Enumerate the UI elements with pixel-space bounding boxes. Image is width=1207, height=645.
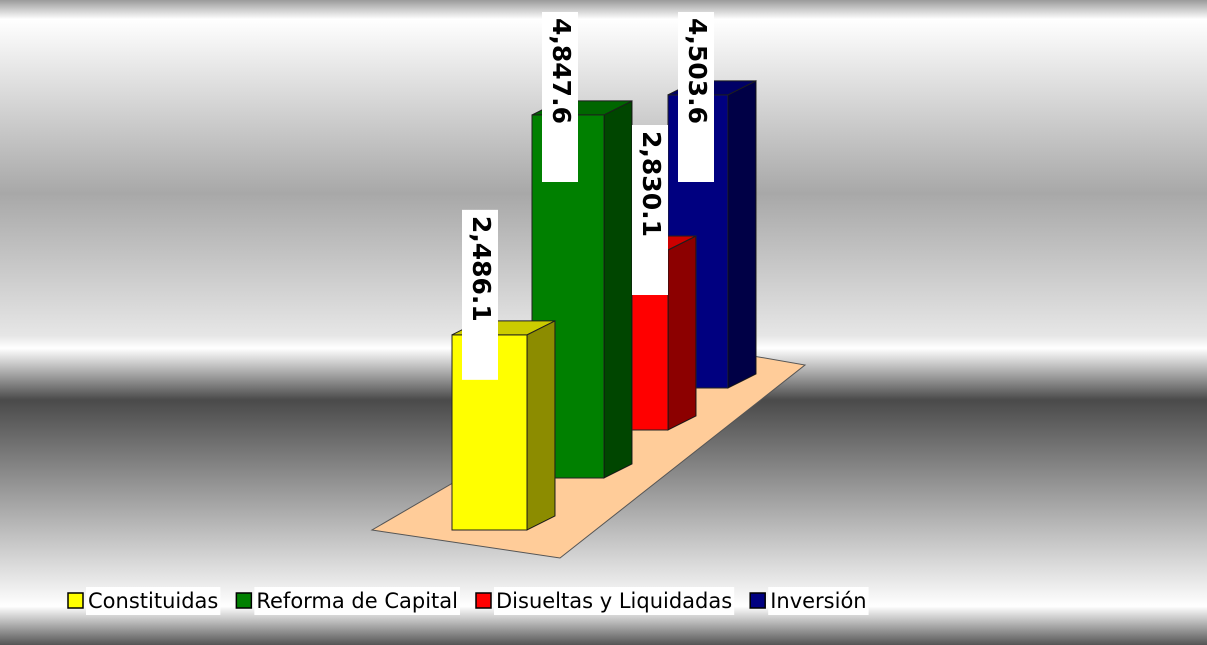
- data-label-box: [632, 125, 668, 296]
- bar-side-shade: [527, 320, 555, 530]
- data-label: 2,830.1: [637, 131, 666, 237]
- legend-text-bg: [768, 587, 869, 615]
- legend-text-bg: [254, 587, 460, 615]
- legend-text-bg: [494, 587, 735, 615]
- data-label-box: [678, 12, 714, 182]
- data-label: 4,503.6: [683, 18, 712, 124]
- data-label-box: [542, 12, 578, 182]
- legend-swatch: [235, 592, 253, 609]
- legend-swatch: [67, 592, 84, 609]
- legend-label: Reforma de Capital: [256, 589, 458, 613]
- bar-side-shade: [728, 80, 756, 388]
- legend-label: Constituidas: [88, 589, 218, 613]
- bar-side-shade: [604, 100, 632, 478]
- bar-side-shade: [668, 236, 696, 430]
- legend-label: Inversión: [770, 589, 866, 613]
- data-label: 2,486.1: [467, 216, 496, 322]
- legend-label: Disueltas y Liquidadas: [496, 589, 732, 613]
- data-label-box: [462, 209, 498, 380]
- legend-swatch: [475, 592, 492, 609]
- legend-text-bg: [86, 587, 221, 615]
- legend-swatch: [749, 592, 766, 609]
- data-label: 4,847.6: [547, 18, 576, 124]
